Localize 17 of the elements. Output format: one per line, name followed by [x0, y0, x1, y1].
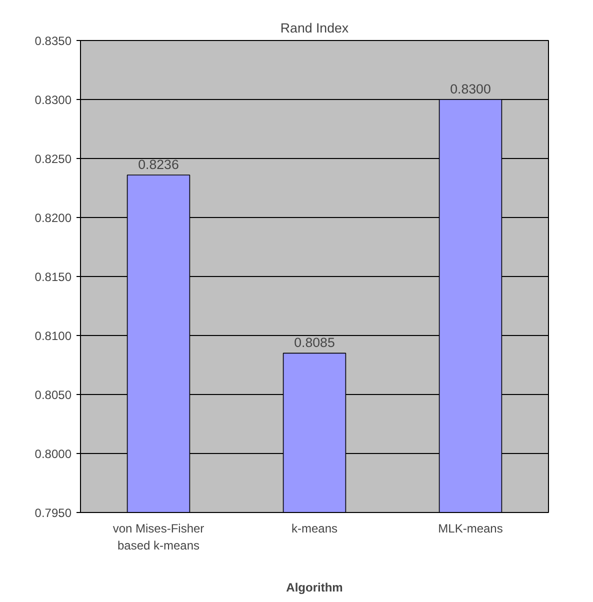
- y-tick-label: 0.8200: [34, 211, 72, 225]
- y-tick-label: 0.8050: [34, 388, 72, 402]
- data-label: 0.8236: [138, 157, 179, 172]
- x-tick-label: MLK-means: [438, 522, 503, 536]
- x-axis-title: Algorithm: [286, 580, 343, 594]
- y-tick-label: 0.8300: [34, 93, 72, 107]
- y-tick-label: 0.8100: [34, 329, 72, 343]
- y-tick-label: 0.8150: [34, 270, 72, 284]
- y-tick-label: 0.7950: [34, 506, 72, 520]
- y-tick-label: 0.8350: [34, 34, 72, 48]
- data-label: 0.8300: [450, 82, 491, 96]
- chart-title: Rand Index: [280, 20, 349, 36]
- data-label: 0.8085: [294, 335, 335, 350]
- y-tick-label: 0.8250: [34, 152, 72, 166]
- x-tick-label: von Mises-Fisher based k-means: [112, 522, 204, 552]
- y-tick-label: 0.8000: [34, 447, 72, 461]
- x-tick-label: k-means: [291, 522, 338, 536]
